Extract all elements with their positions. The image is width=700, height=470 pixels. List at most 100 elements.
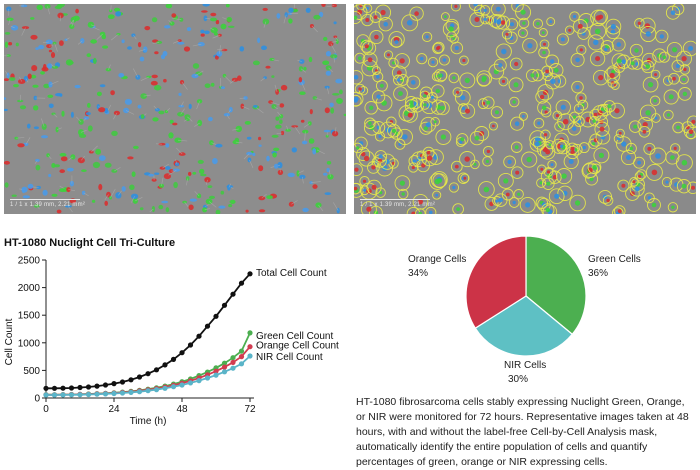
cell-nucleus: [209, 196, 215, 199]
cell-nucleus: [510, 22, 514, 26]
cell-nucleus: [554, 68, 559, 73]
cell-nucleus: [671, 206, 674, 209]
data-point-nir: [145, 388, 150, 393]
cell-nucleus: [127, 46, 132, 50]
data-point-orange: [247, 344, 252, 349]
data-point-nir: [239, 361, 244, 366]
cell-nucleus: [423, 103, 426, 106]
cell-nucleus: [106, 68, 112, 71]
cell-nucleus: [12, 195, 17, 197]
cell-nucleus: [158, 205, 163, 209]
cell-nucleus: [645, 23, 650, 28]
cell-nucleus: [59, 40, 64, 46]
cell-nucleus: [28, 184, 34, 189]
cell-nucleus: [166, 207, 170, 212]
cell-nucleus: [420, 57, 424, 61]
y-tick-label: 500: [23, 366, 40, 377]
data-point-orange: [239, 354, 244, 359]
cell-nucleus: [599, 15, 604, 20]
cell-nucleus: [189, 205, 194, 211]
cell-nucleus: [59, 169, 65, 173]
cell-nucleus: [323, 37, 327, 41]
cell-nucleus: [102, 45, 108, 48]
cell-nucleus: [49, 50, 52, 53]
cell-nucleus: [67, 168, 74, 172]
cell-nucleus: [372, 185, 377, 190]
cell-nucleus: [306, 8, 311, 13]
cell-nucleus: [154, 173, 159, 175]
cell-nucleus: [369, 106, 373, 110]
cell-nucleus: [274, 164, 278, 169]
cell-nucleus: [163, 79, 167, 83]
cell-nucleus: [561, 37, 565, 41]
line-chart: HT-1080 Nuclight Cell Tri-Culture 050010…: [0, 232, 350, 432]
cell-nucleus: [322, 61, 329, 66]
cell-nucleus: [682, 184, 687, 189]
cell-nucleus: [521, 31, 524, 34]
data-point-total: [103, 382, 108, 387]
data-point-nir: [94, 392, 99, 397]
cell-nucleus: [462, 59, 465, 62]
cell-nucleus: [144, 26, 150, 30]
cell-nucleus: [288, 173, 295, 177]
data-point-total: [162, 362, 167, 367]
cell-nucleus: [655, 153, 661, 159]
cell-nucleus: [313, 96, 317, 100]
micrograph-mask-image: [354, 4, 696, 214]
cell-nucleus: [412, 166, 415, 169]
cell-nucleus: [452, 76, 455, 79]
cell-nucleus: [414, 11, 419, 16]
cell-nucleus: [635, 187, 640, 192]
cell-nucleus: [48, 174, 51, 177]
cell-nucleus: [626, 155, 631, 160]
cell-nucleus: [545, 70, 549, 74]
cell-nucleus: [13, 84, 19, 87]
cell-nucleus: [561, 173, 566, 178]
cell-nucleus: [37, 5, 43, 10]
cell-nucleus: [576, 85, 580, 89]
cell-nucleus: [365, 44, 369, 48]
cell-nucleus: [611, 24, 616, 29]
cell-nucleus: [440, 106, 445, 111]
cell-nucleus: [129, 185, 134, 191]
data-point-total: [94, 384, 99, 389]
cell-nucleus: [197, 120, 202, 126]
cell-nucleus: [484, 18, 487, 21]
cell-nucleus: [81, 169, 87, 172]
y-tick-label: 1500: [18, 311, 41, 322]
cell-nucleus: [604, 48, 607, 51]
cell-nucleus: [27, 124, 31, 129]
cell-nucleus: [376, 75, 380, 79]
cell-nucleus: [545, 150, 550, 155]
cell-nucleus: [140, 207, 144, 210]
cell-nucleus: [246, 210, 249, 213]
cell-nucleus: [682, 56, 687, 61]
cell-nucleus: [59, 188, 66, 192]
cell-nucleus: [569, 159, 574, 164]
cell-nucleus: [676, 126, 680, 130]
cell-nucleus: [371, 165, 375, 169]
data-point-total: [239, 281, 244, 286]
cell-nucleus: [683, 68, 686, 71]
cell-nucleus: [30, 17, 34, 20]
cell-nucleus: [515, 171, 519, 175]
cell-nucleus: [279, 103, 284, 107]
cell-nucleus: [312, 184, 317, 189]
cell-nucleus: [275, 125, 282, 129]
cell-nucleus: [486, 160, 489, 163]
cell-nucleus: [71, 112, 74, 118]
cell-nucleus: [263, 8, 268, 11]
cell-nucleus: [265, 66, 270, 69]
cell-nucleus: [358, 56, 362, 60]
cell-nucleus: [654, 73, 657, 76]
cell-nucleus: [663, 55, 667, 59]
micrograph-fluorescence-image: [4, 4, 346, 214]
cell-nucleus: [674, 147, 677, 150]
cell-nucleus: [672, 77, 676, 81]
cell-nucleus: [323, 173, 327, 176]
cell-nucleus: [168, 132, 173, 138]
cell-nucleus: [543, 43, 546, 46]
data-point-nir: [128, 390, 133, 395]
cell-nucleus: [47, 63, 52, 69]
